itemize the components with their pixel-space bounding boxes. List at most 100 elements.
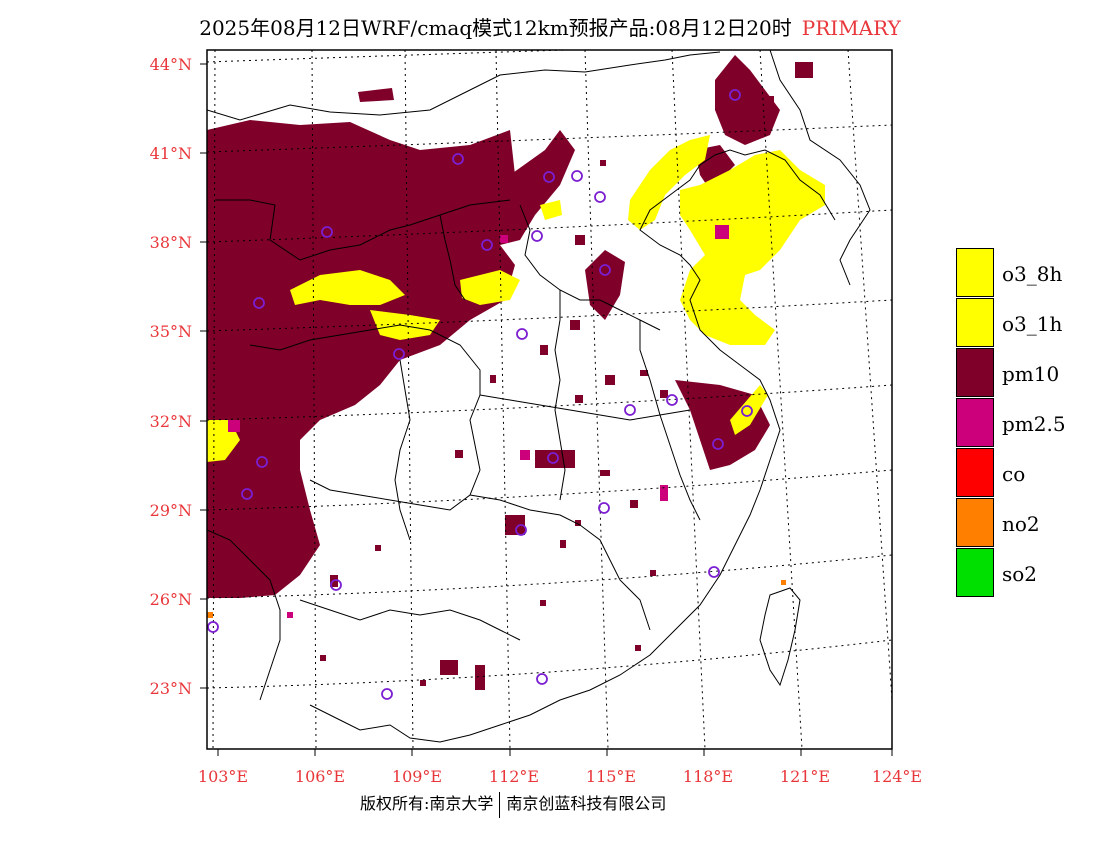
lat-label: 26°N <box>150 590 192 609</box>
city-marker <box>452 153 464 165</box>
o3-region-north-coast <box>628 135 710 230</box>
province-3 <box>479 394 691 421</box>
legend-label: o3_1h <box>1002 312 1063 336</box>
city-marker <box>321 226 333 238</box>
legend-swatch <box>956 498 994 547</box>
lat-label: 35°N <box>150 322 192 341</box>
lon-label: 106°E <box>295 767 345 786</box>
lat-label: 23°N <box>150 679 192 698</box>
map-title: 2025年08月12日WRF/cmaq模式12km预报产品:08月12日20时 P… <box>0 12 1100 41</box>
city-marker <box>253 297 265 309</box>
city-marker <box>624 404 636 416</box>
city-marker <box>381 688 393 700</box>
taiwan <box>759 587 801 687</box>
city-marker <box>536 673 548 685</box>
o3-region-shanxi <box>460 270 520 305</box>
city-marker <box>515 524 527 536</box>
city-marker <box>599 264 611 276</box>
city-marker <box>547 452 559 464</box>
title-main: 2025年08月12日WRF/cmaq模式12km预报产品:08月12日20时 <box>199 16 792 40</box>
lat-label: 32°N <box>150 412 192 431</box>
copyright-right: 南京创蓝科技有限公司 <box>506 794 667 813</box>
province-8 <box>639 320 701 521</box>
legend-swatch <box>956 348 994 397</box>
pm10-region-hebei <box>585 250 625 320</box>
city-marker <box>666 394 678 406</box>
legend-label: co <box>1002 462 1026 486</box>
pm10-region-loess <box>500 130 575 245</box>
lon-label: 115°E <box>586 767 636 786</box>
o3-region-east <box>730 385 768 435</box>
coastline <box>309 164 781 743</box>
o3-region-bohai-shandong <box>680 150 825 345</box>
lat-labels: 44°N 41°N 38°N 35°N 32°N 29°N 26°N 23°N <box>150 55 192 698</box>
lat-label: 44°N <box>150 55 192 74</box>
lat-label: 41°N <box>150 144 192 163</box>
pm25-patches <box>228 225 729 618</box>
copyright-footer: 版权所有:南京大学 南京创蓝科技有限公司 <box>360 790 666 818</box>
legend-label: pm2.5 <box>1002 412 1066 436</box>
city-marker <box>516 328 528 340</box>
province-10 <box>394 359 411 541</box>
pm10-region-mongolia <box>358 88 394 102</box>
boundaries <box>207 50 871 743</box>
legend-swatch <box>956 548 994 597</box>
map-frame <box>206 49 893 750</box>
legend-swatch <box>956 448 994 497</box>
legend-swatch <box>956 298 994 347</box>
axis-ticks <box>200 63 893 756</box>
lat-label: 29°N <box>150 501 192 520</box>
city-marker <box>712 438 724 450</box>
province-9 <box>207 529 281 701</box>
province-6 <box>519 204 661 331</box>
map-plot-area <box>207 50 892 749</box>
city-marker <box>393 348 405 360</box>
city-marker <box>531 230 543 242</box>
pm10-region-northeast <box>715 55 780 145</box>
border-north <box>207 51 721 121</box>
city-marker <box>330 579 342 591</box>
lon-label: 109°E <box>392 767 442 786</box>
o3-region-beijing <box>540 200 562 220</box>
city-marker <box>741 405 753 417</box>
city-marker <box>256 456 268 468</box>
province-7 <box>554 290 566 501</box>
city-marker <box>241 488 253 500</box>
no2-pixel <box>781 580 786 585</box>
city-marker <box>708 566 720 578</box>
pm10-region-north-west <box>207 120 525 598</box>
lon-label: 124°E <box>872 767 922 786</box>
city-marker <box>571 170 583 182</box>
city-marker <box>543 171 555 183</box>
o3-region-central <box>370 310 440 340</box>
legend-swatch <box>956 248 994 297</box>
province-11 <box>439 214 466 301</box>
o3-region-loess <box>290 270 405 305</box>
province-1 <box>215 199 511 261</box>
city-marker <box>598 502 610 514</box>
lon-label: 112°E <box>489 767 539 786</box>
lon-labels: 103°E 106°E 109°E 112°E 115°E 118°E 121°… <box>198 767 922 786</box>
city-marker <box>481 239 493 251</box>
legend-label: pm10 <box>1002 362 1060 386</box>
copyright-left: 版权所有:南京大学 <box>360 794 494 813</box>
legend-label: so2 <box>1002 562 1038 586</box>
legend-label: o3_8h <box>1002 262 1063 286</box>
city-marker <box>594 191 606 203</box>
title-tag: PRIMARY <box>801 16 901 40</box>
footer-separator <box>499 791 501 818</box>
lon-label: 103°E <box>198 767 248 786</box>
city-markers <box>207 89 753 700</box>
province-2 <box>249 324 481 511</box>
border-northeast <box>769 50 871 286</box>
legend-label: no2 <box>1002 512 1040 536</box>
no2-pixel-west <box>207 612 213 618</box>
lat-label: 38°N <box>150 233 192 252</box>
city-marker <box>207 621 219 633</box>
lon-label: 121°E <box>780 767 830 786</box>
lon-label: 118°E <box>683 767 733 786</box>
city-marker <box>729 89 741 101</box>
province-5 <box>299 599 521 641</box>
